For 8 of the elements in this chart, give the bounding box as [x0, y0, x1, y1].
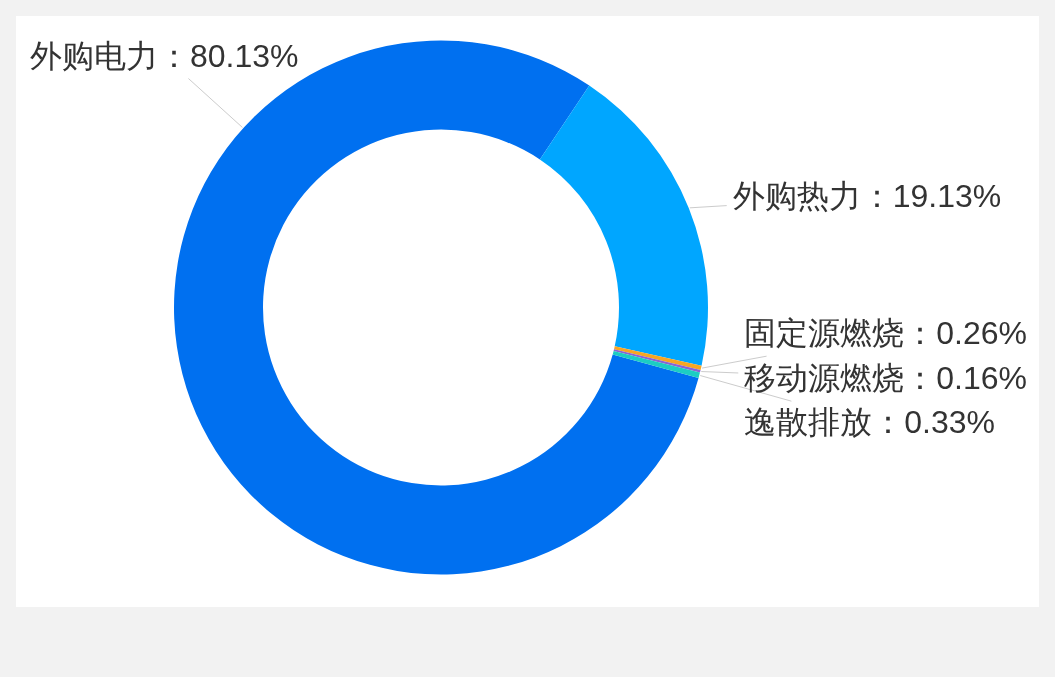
donut-slice [612, 350, 700, 378]
slice-label: 外购热力：19.13% [732, 178, 1002, 215]
slice-label: 固定源燃烧：0.26% [744, 315, 1027, 352]
slice-label: 外购电力：80.13% [29, 37, 299, 74]
slice-label: 移动源燃烧：0.16% [744, 359, 1027, 396]
donut-slice [174, 40, 699, 575]
slice-label: 逸散排放：0.33% [744, 404, 995, 441]
donut-slice [539, 85, 708, 366]
